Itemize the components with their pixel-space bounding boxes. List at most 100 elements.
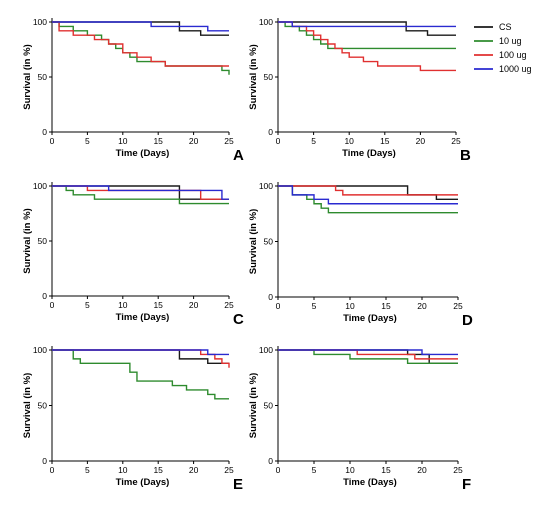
y-axis-label: Survival (in %) — [248, 373, 259, 438]
series-line-10-ug — [278, 185, 458, 214]
x-tick-label: 5 — [85, 465, 90, 475]
x-tick-label: 10 — [345, 301, 355, 311]
x-tick-label: 10 — [118, 465, 128, 475]
series-group — [52, 21, 230, 75]
y-tick-label: 0 — [42, 127, 47, 137]
x-tick-label: 25 — [453, 301, 463, 311]
y-tick-label: 0 — [42, 291, 47, 301]
series-line-10-ug — [52, 21, 230, 75]
panel-b: 0 5 10 15 20 25 0 50 100 Time (Days) Survival (in … — [248, 17, 471, 164]
series-line-100-ug — [52, 21, 229, 67]
x-tick-label: 15 — [381, 301, 391, 311]
x-axis-label: Time (Days) — [343, 477, 397, 488]
series-line-1000-ug — [278, 349, 458, 356]
series-line-10-ug — [52, 185, 229, 205]
y-tick-label: 0 — [268, 456, 273, 466]
x-tick-label: 5 — [85, 300, 90, 310]
axes: 0 5 10 15 20 25 0 50 100 Time (Days) Survival (in … — [248, 17, 461, 159]
axes: 0 5 10 15 20 25 0 50 100 Time (Days) Survival (in … — [248, 181, 463, 324]
legend: CS 10 ug 100 ug 1000 ug — [474, 22, 532, 74]
series-line-100-ug — [278, 185, 458, 196]
y-tick-label: 50 — [38, 72, 48, 82]
y-tick-label: 0 — [268, 292, 273, 302]
series-line-1000-ug — [52, 185, 229, 200]
x-tick-label: 25 — [224, 465, 234, 475]
axes: 0 5 10 15 20 25 0 50 100 Time (Days) Survival (in … — [22, 17, 234, 159]
x-tick-label: 20 — [417, 465, 427, 475]
series-line-100-ug — [52, 349, 230, 368]
y-tick-label: 100 — [259, 181, 273, 191]
x-tick-label: 20 — [417, 301, 427, 311]
x-tick-label: 5 — [312, 301, 317, 311]
legend-label: 100 ug — [499, 50, 527, 60]
x-tick-label: 5 — [85, 136, 90, 146]
x-tick-label: 15 — [153, 300, 163, 310]
series-line-100-ug — [52, 185, 229, 200]
series-line-1000-ug — [278, 21, 456, 28]
panel-letter: F — [462, 476, 471, 493]
x-tick-label: 10 — [118, 300, 128, 310]
series-line-cs — [278, 349, 458, 365]
series-line-cs — [52, 185, 229, 200]
panel-letter: C — [233, 311, 244, 328]
x-axis-label: Time (Days) — [116, 148, 170, 159]
y-tick-label: 100 — [33, 181, 47, 191]
x-tick-label: 15 — [153, 136, 163, 146]
x-tick-label: 10 — [344, 136, 354, 146]
panel-f: 0 5 10 15 20 25 0 50 100 Time (Days) Survival (in … — [248, 345, 471, 493]
series-line-1000-ug — [278, 185, 458, 205]
series-group — [278, 185, 458, 214]
x-tick-label: 20 — [189, 465, 199, 475]
x-tick-label: 25 — [224, 300, 234, 310]
y-tick-label: 50 — [38, 236, 48, 246]
x-tick-label: 5 — [312, 465, 317, 475]
series-line-10-ug — [52, 349, 229, 400]
panel-letter: B — [460, 147, 471, 164]
series-line-cs — [278, 21, 456, 36]
y-axis-label: Survival (in %) — [22, 44, 33, 109]
x-tick-label: 0 — [50, 465, 55, 475]
panel-e: 0 5 10 15 20 25 0 50 100 Time (Days) Survival (in … — [22, 345, 243, 493]
y-tick-label: 100 — [259, 345, 273, 355]
x-tick-label: 20 — [416, 136, 426, 146]
legend-item: 1000 ug — [474, 64, 532, 74]
y-tick-label: 50 — [264, 401, 274, 411]
x-tick-label: 25 — [224, 136, 234, 146]
y-tick-label: 50 — [264, 72, 274, 82]
series-group — [52, 185, 229, 205]
legend-item: CS — [474, 22, 512, 32]
series-group — [52, 349, 230, 400]
y-axis-label: Survival (in %) — [22, 208, 33, 273]
y-tick-label: 50 — [38, 401, 48, 411]
x-axis-label: Time (Days) — [116, 312, 170, 323]
series-line-cs — [52, 21, 229, 36]
x-axis-label: Time (Days) — [343, 313, 397, 324]
axes: 0 5 10 15 20 25 0 50 100 Time (Days) Survival (in … — [248, 345, 463, 488]
legend-label: 1000 ug — [499, 64, 532, 74]
x-tick-label: 10 — [118, 136, 128, 146]
legend-label: 10 ug — [499, 36, 522, 46]
y-axis-label: Survival (in %) — [248, 44, 259, 109]
y-tick-label: 100 — [259, 17, 273, 27]
x-tick-label: 25 — [453, 465, 463, 475]
y-tick-label: 0 — [268, 127, 273, 137]
y-axis-label: Survival (in %) — [248, 209, 259, 274]
x-tick-label: 15 — [153, 465, 163, 475]
series-line-cs — [52, 349, 229, 365]
axes: 0 5 10 15 20 25 0 50 100 Time (Days) Survival (in … — [22, 345, 234, 488]
x-tick-label: 15 — [380, 136, 390, 146]
y-tick-label: 100 — [33, 17, 47, 27]
y-tick-label: 50 — [264, 237, 274, 247]
series-group — [278, 349, 458, 365]
series-line-10-ug — [278, 349, 458, 365]
series-line-100-ug — [278, 21, 456, 72]
y-tick-label: 100 — [33, 345, 47, 355]
y-axis-label: Survival (in %) — [22, 373, 33, 438]
axes: 0 5 10 15 20 25 0 50 100 Time (Days) Survival (in … — [22, 181, 234, 323]
x-axis-label: Time (Days) — [342, 148, 396, 159]
legend-item: 10 ug — [474, 36, 522, 46]
x-tick-label: 0 — [50, 136, 55, 146]
panel-c: 0 5 10 15 20 25 0 50 100 Time (Days) Survival (in … — [22, 181, 244, 328]
legend-item: 100 ug — [474, 50, 527, 60]
